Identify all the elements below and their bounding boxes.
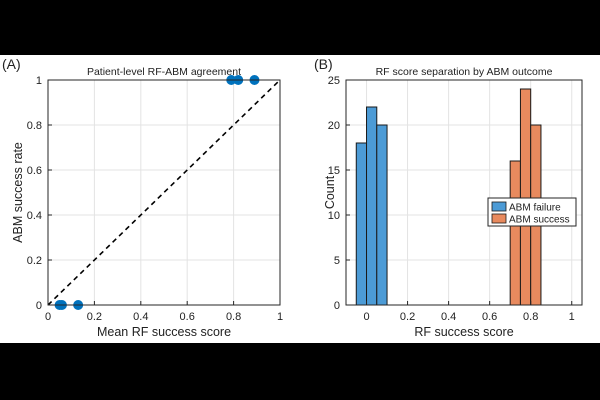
legend-swatch [491,213,507,224]
y-tick-label: 0.4 [27,210,42,222]
legend-label: ABM success [509,215,570,226]
y-tick-label: 0.2 [27,255,42,267]
y-tick-label: 10 [328,210,340,222]
y-tick-label: 1 [36,75,42,87]
histogram-bar [509,160,521,306]
x-axis-label: Mean RF success score [97,325,231,339]
histogram-bar [366,106,378,306]
panel-a: 0 0.2 0.4 0.6 0.8 1 0 0.2 0.4 0.6 0.8 1 Patient-leve… [2,56,283,339]
plot-frame [47,79,281,306]
y-axis-label: ABM success rate [11,142,25,243]
y-tick-label: 25 [328,75,340,87]
legend-swatch [491,201,507,212]
chart-title: Patient-level RF-ABM agreement [87,66,241,78]
y-tick-label: 0 [334,300,340,312]
x-tick-label: 0.2 [87,311,102,323]
x-tick-label: 0.4 [441,311,456,323]
y-tick-label: 15 [328,165,340,177]
histogram-bar [376,124,388,306]
plot-frame [345,79,583,306]
y-tick-label: 5 [334,255,340,267]
x-tick-label: 0.2 [400,311,415,323]
x-tick-label: 0.8 [226,311,241,323]
histogram-bar [355,142,368,306]
y-tick-label: 0.6 [27,165,42,177]
panel-label: (B) [314,56,333,72]
x-axis-label: RF success score [414,325,513,339]
x-tick-label: 0.6 [482,311,497,323]
x-tick-label: 0.8 [523,311,538,323]
y-axis-label: Count [323,175,337,209]
x-tick-label: 0.6 [180,311,195,323]
y-tick-label: 20 [328,120,340,132]
panel-label: (A) [2,56,21,72]
x-tick-label: 1 [277,311,283,323]
chart-title: RF score separation by ABM outcome [376,66,553,78]
x-tick-label: 1 [569,311,575,323]
x-tick-label: 0 [363,311,369,323]
x-tick-label: 0.4 [133,311,148,323]
x-tick-label: 0 [45,311,51,323]
legend-label: ABM failure [509,203,561,214]
y-tick-label: 0.8 [27,120,42,132]
y-tick-label: 0 [36,300,42,312]
histogram-bar [519,88,532,306]
